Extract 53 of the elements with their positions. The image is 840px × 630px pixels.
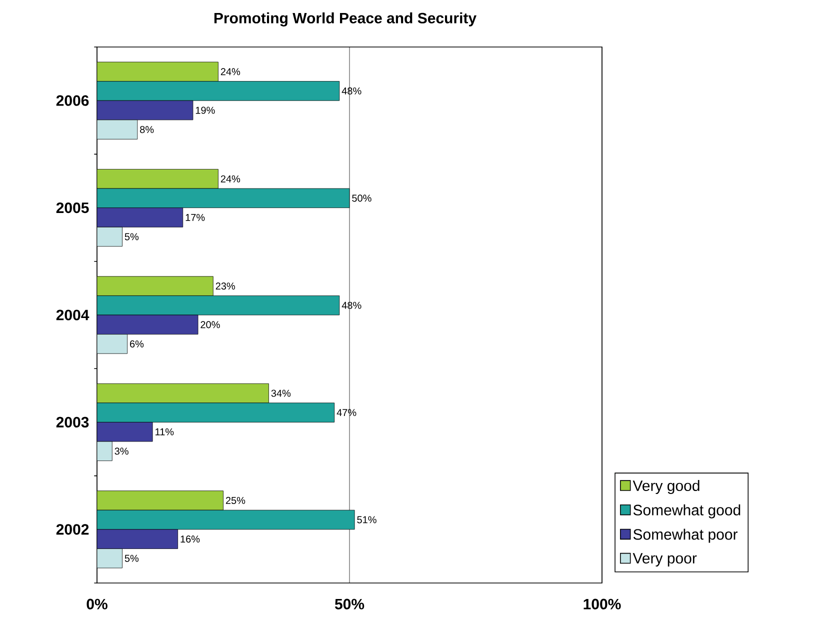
data-label: 16% <box>180 536 200 543</box>
data-label: 23% <box>216 282 235 290</box>
chart-title: Promoting World Peace and Security <box>214 12 476 26</box>
legend-label: Somewhat good <box>633 504 740 518</box>
bar <box>97 422 153 442</box>
bar <box>97 402 335 422</box>
bar <box>97 334 128 354</box>
x-tick-label: 50% <box>334 598 364 610</box>
data-label: 3% <box>114 448 128 455</box>
data-label: 24% <box>220 175 240 182</box>
y-tick-label: 2006 <box>56 95 89 106</box>
bar <box>97 120 138 140</box>
data-label: 34% <box>271 390 291 397</box>
y-tick-label: 2002 <box>56 524 89 535</box>
data-label: 51% <box>357 516 376 524</box>
data-label: 24% <box>220 68 240 76</box>
bar <box>97 100 194 120</box>
y-tick-label: 2004 <box>56 310 90 320</box>
bar <box>97 314 198 334</box>
data-label: 6% <box>130 340 144 348</box>
data-label: 8% <box>140 126 154 134</box>
bar <box>97 81 340 101</box>
bar <box>97 548 122 568</box>
bar <box>97 169 218 189</box>
bar <box>97 208 184 228</box>
data-label: 48% <box>342 302 362 309</box>
bar <box>97 529 178 549</box>
y-tick-label: 2003 <box>56 416 89 428</box>
legend-label: Somewhat poor <box>633 528 738 543</box>
bar <box>97 276 214 296</box>
x-tick-label: 0% <box>86 598 108 610</box>
data-label: 20% <box>200 321 220 328</box>
legend-label: Very poor <box>632 553 697 567</box>
bar <box>97 188 350 208</box>
x-tick-label: 100% <box>584 598 621 610</box>
data-label: 11% <box>156 428 174 436</box>
bar <box>97 296 340 316</box>
data-label: 17% <box>186 214 205 221</box>
data-label: 48% <box>342 87 362 94</box>
bar <box>97 510 355 530</box>
data-label: 5% <box>124 233 139 240</box>
legend-label: Very good <box>632 480 700 494</box>
data-label: 5% <box>124 554 139 562</box>
bar <box>97 383 269 404</box>
y-tick-label: 2005 <box>56 202 89 214</box>
bar <box>97 62 218 82</box>
bar <box>97 441 112 461</box>
data-label: 50% <box>352 194 372 202</box>
data-label: 19% <box>196 106 215 114</box>
bar <box>97 226 122 247</box>
data-label: 25% <box>226 496 246 504</box>
bar <box>97 490 224 510</box>
data-label: 47% <box>336 409 356 416</box>
